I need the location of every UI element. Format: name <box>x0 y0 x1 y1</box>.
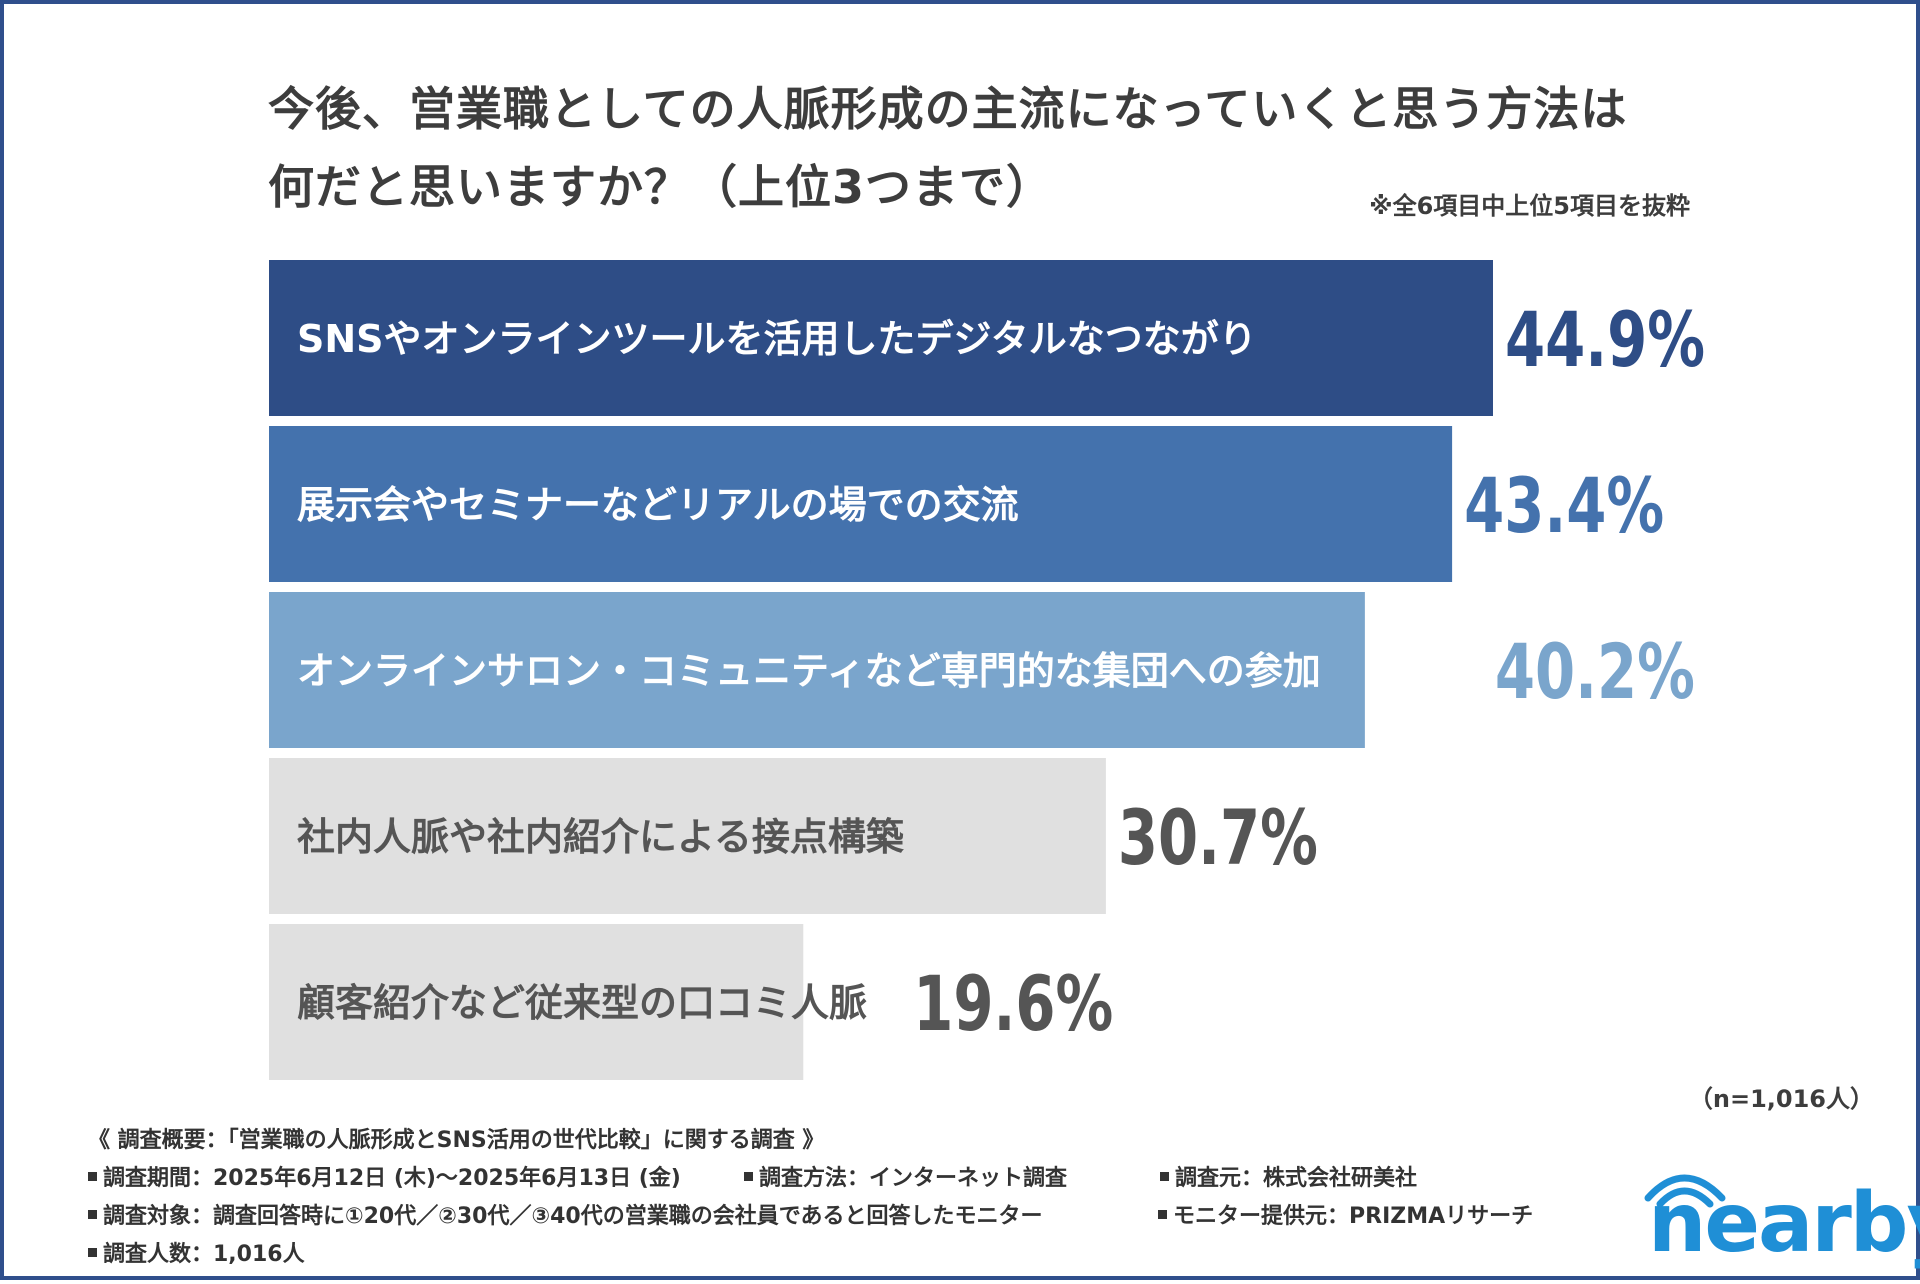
bar-2 <box>269 426 1453 582</box>
bullet-icon <box>88 1209 97 1219</box>
survey-period: 調査期間：2025年6月12日 (木)～2025年6月13日 (金) <box>103 1166 681 1191</box>
bullet-icon <box>1160 1171 1169 1181</box>
bar-value-3: 40.2% <box>1495 627 1695 716</box>
bar-value-1: 44.9% <box>1505 295 1705 384</box>
bar-1 <box>269 260 1493 416</box>
survey-heading: 《 調査概要：「営業職の人脈形成とSNS活用の世代比較」に関する調査 》 <box>88 1128 825 1153</box>
bar-value-5: 19.6% <box>913 959 1113 1048</box>
bullet-icon <box>88 1247 97 1257</box>
sample-size-label: （n=1,016人） <box>1688 1085 1874 1113</box>
survey-count: 調査人数：1,016人 <box>103 1242 305 1267</box>
bar-value-2: 43.4% <box>1464 461 1664 550</box>
logo-text: nearby <box>1648 1176 1920 1271</box>
bullet-icon <box>88 1171 97 1181</box>
bullet-icon <box>1158 1209 1167 1219</box>
wifi-signal-icon <box>1644 1174 1726 1208</box>
chart-title: 今後、営業職としての人脈形成の主流になっていくと思う方法は 何だと思いますか？（… <box>268 70 1728 226</box>
title-line-2: 何だと思いますか？（上位3つまで） <box>268 160 1054 214</box>
survey-target: 調査対象：調査回答時に①20代／②30代／③40代の営業職の会社員であると回答し… <box>103 1204 1043 1229</box>
bar-chart: SNSやオンラインツールを活用したデジタルなつながり 44.9% 展示会やセミナーな… <box>269 260 1705 1080</box>
bar-value-4: 30.7% <box>1118 793 1318 882</box>
bar-5 <box>269 924 804 1080</box>
survey-organizer: 調査元：株式会社研美社 <box>1175 1166 1418 1191</box>
bar-label-3: オンラインサロン・コミュニティなど専門的な集団への参加 <box>297 649 1321 693</box>
bar-4 <box>269 758 1106 914</box>
bar-label-2: 展示会やセミナーなどリアルの場での交流 <box>297 483 1019 527</box>
bar-label-1: SNSやオンラインツールを活用したデジタルなつながり <box>297 317 1257 361</box>
title-line-1: 今後、営業職としての人脈形成の主流になっていくと思う方法は <box>268 82 1628 136</box>
bar-3 <box>269 592 1365 748</box>
survey-method: 調査方法：インターネット調査 <box>759 1166 1068 1191</box>
bullet-icon <box>744 1171 753 1181</box>
survey-provider: モニター提供元：PRIZMAリサーチ <box>1173 1204 1534 1229</box>
nearby-logo: nearby <box>1644 1154 1920 1271</box>
excerpt-note: ※全6項目中上位5項目を抜粋 <box>1369 192 1690 220</box>
bar-label-4: 社内人脈や社内紹介による接点構築 <box>297 815 905 859</box>
bar-label-5: 顧客紹介など従来型の口コミ人脈 <box>297 981 867 1025</box>
